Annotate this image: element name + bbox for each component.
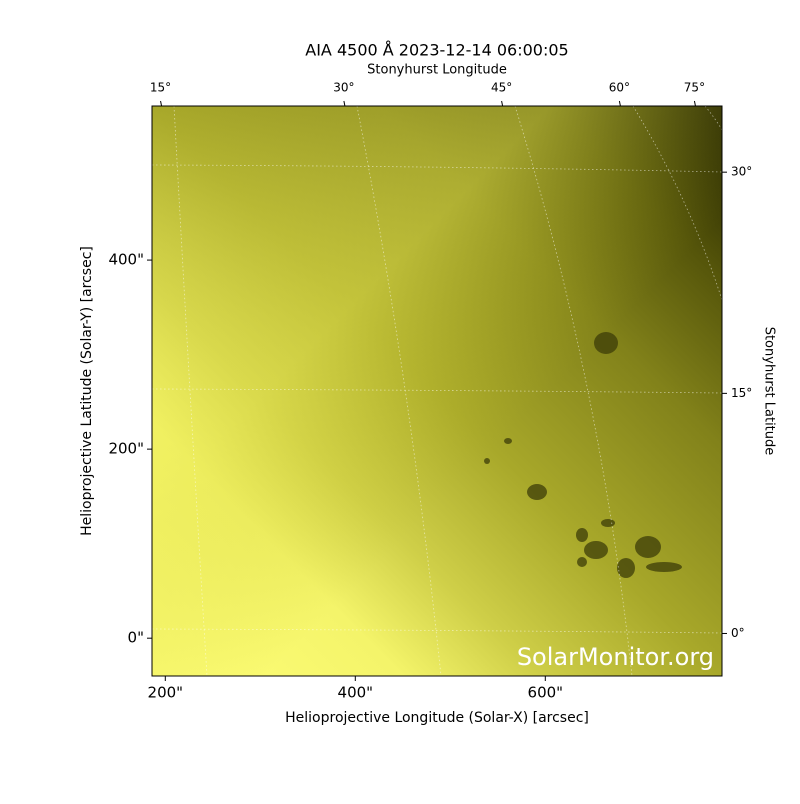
plot-frame — [151, 105, 723, 677]
x-tick-label: 400" — [338, 684, 374, 702]
x2-tick-label: 60° — [609, 81, 630, 95]
x-label: Helioprojective Longitude (Solar-X) [arc… — [285, 710, 589, 726]
x2-tick — [160, 100, 163, 107]
x2-label: Stonyhurst Longitude — [367, 63, 507, 78]
y2-tick-label: 30° — [731, 165, 752, 179]
y-tick-label: 200" — [108, 440, 144, 458]
x2-tick — [618, 100, 621, 107]
x2-tick — [693, 100, 696, 107]
x2-tick-label: 45° — [491, 81, 512, 95]
y-label: Helioprojective Latitude (Solar-Y) [arcs… — [79, 246, 95, 536]
x2-tick — [501, 100, 504, 107]
x-tick-label: 200" — [148, 684, 184, 702]
y-tick-label: 400" — [108, 251, 144, 269]
x2-tick — [343, 100, 346, 107]
y-tick-label: 0" — [128, 629, 144, 647]
x-tick-label: 600" — [528, 684, 564, 702]
watermark: SolarMonitor.org — [517, 643, 714, 671]
x2-tick-label: 15° — [150, 81, 171, 95]
solar-image — [152, 106, 722, 676]
y2-tick-label: 15° — [731, 386, 752, 400]
chart-title: AIA 4500 Å 2023-12-14 06:00:05 — [305, 41, 568, 60]
y2-label: Stonyhurst Latitude — [762, 327, 777, 456]
y2-tick-label: 0° — [731, 626, 745, 640]
x2-tick-label: 75° — [684, 81, 705, 95]
x2-tick-label: 30° — [333, 81, 354, 95]
